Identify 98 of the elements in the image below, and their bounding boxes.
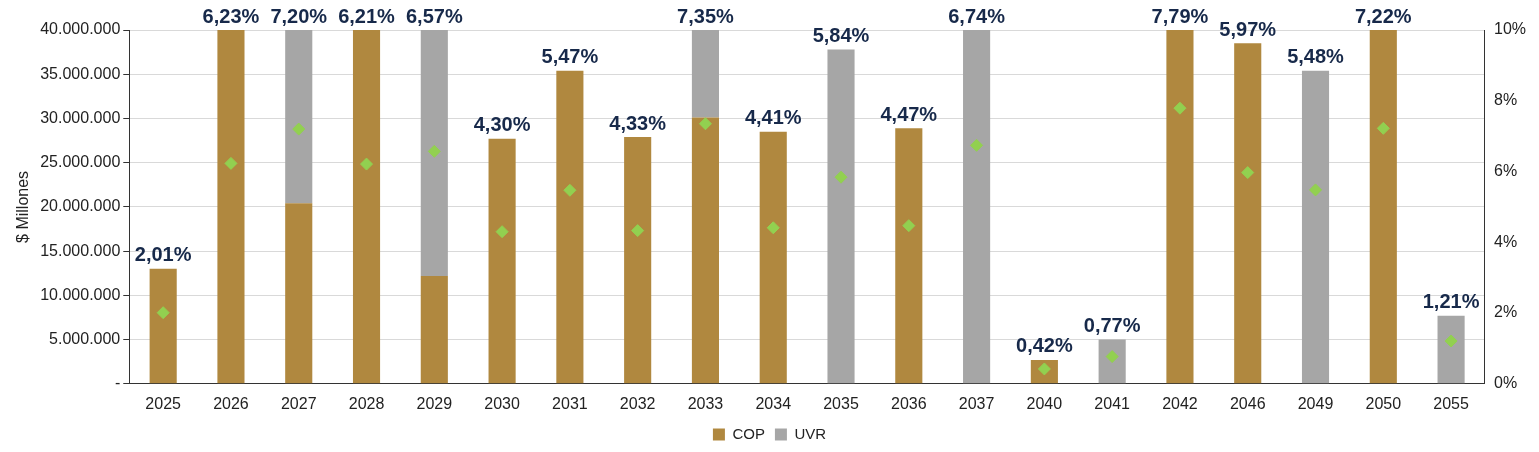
y-tick-label: 25.000.000	[40, 153, 121, 171]
legend-label: UVR	[794, 424, 827, 442]
y2-tick-label: 4%	[1493, 232, 1518, 250]
annotation: 4,47%	[880, 102, 938, 125]
point	[834, 170, 848, 184]
x-tick-label: 2031	[552, 394, 588, 412]
bar	[217, 30, 245, 384]
point	[292, 122, 306, 136]
bar	[624, 137, 652, 384]
annotation: 4,30%	[473, 113, 531, 136]
annotation: 7,35%	[677, 4, 735, 27]
y-axis-title: $ Millones	[14, 170, 32, 243]
y-tick-label: 30.000.000	[40, 108, 121, 126]
point	[495, 225, 509, 239]
x-tick-label: 2029	[416, 394, 453, 412]
x-tick-label: 2033	[687, 394, 724, 412]
point	[1173, 101, 1187, 115]
y-tick-label: 20.000.000	[40, 197, 121, 215]
y-tick-label: -	[114, 374, 121, 392]
x-tick-label: 2036	[891, 394, 927, 412]
annotation: 0,42%	[1016, 334, 1073, 357]
bar	[759, 131, 787, 384]
bar	[420, 275, 448, 384]
bar	[556, 70, 584, 384]
annotation: 7,22%	[1354, 4, 1412, 27]
x-tick-label: 2034	[755, 394, 792, 412]
annotation: 5,97%	[1219, 17, 1277, 40]
x-tick-label: 2040	[1026, 394, 1063, 412]
x-tick-label: 2027	[280, 394, 317, 412]
point	[563, 183, 577, 197]
point	[224, 156, 238, 170]
bar	[1437, 315, 1465, 384]
x-tick-label: 2037	[958, 394, 995, 412]
point	[631, 224, 645, 238]
point	[156, 306, 170, 320]
point	[1376, 121, 1390, 135]
x-tick-label: 2042	[1162, 394, 1198, 412]
annotation: 5,48%	[1287, 45, 1345, 68]
x-tick-label: 2028	[348, 394, 385, 412]
annotation: 1,21%	[1422, 290, 1480, 313]
x-tick-label: 2025	[145, 394, 182, 412]
point	[1241, 166, 1255, 180]
x-tick-label: 2032	[619, 394, 656, 412]
y-tick-label: 35.000.000	[40, 64, 121, 82]
bar	[691, 117, 720, 384]
bar	[1301, 70, 1330, 384]
legend-label: COP	[732, 424, 765, 442]
annotation: 5,47%	[541, 45, 599, 68]
annotation: 0,77%	[1083, 314, 1141, 337]
point	[1444, 334, 1458, 348]
x-tick-label: 2026	[213, 394, 249, 412]
bar	[149, 268, 177, 384]
y2-tick-label: 2%	[1493, 303, 1518, 321]
x-tick-label: 2046	[1229, 394, 1266, 412]
annotation: 6,21%	[338, 4, 396, 27]
bar	[1234, 43, 1262, 384]
y2-tick-label: 10%	[1493, 20, 1527, 38]
point	[1309, 183, 1323, 197]
y-tick-label: 10.000.000	[40, 285, 121, 303]
y-tick-label: 40.000.000	[40, 20, 121, 38]
y2-tick-label: 8%	[1493, 91, 1518, 109]
bar	[285, 30, 313, 204]
bar	[488, 138, 516, 384]
point	[766, 221, 780, 235]
annotation: 4,33%	[609, 111, 667, 134]
annotation: 7,79%	[1151, 4, 1209, 27]
x-tick-label: 2041	[1094, 394, 1131, 412]
point	[427, 144, 441, 158]
bar	[1369, 30, 1397, 384]
bar	[827, 49, 855, 384]
annotation: 2,01%	[134, 243, 192, 266]
annotation: 6,57%	[405, 4, 463, 27]
bar	[691, 30, 720, 118]
annotation: 7,20%	[270, 4, 328, 27]
x-tick-label: 2049	[1297, 394, 1334, 412]
x-tick-label: 2030	[484, 394, 520, 412]
point	[360, 157, 374, 171]
y-tick-label: 5.000.000	[49, 329, 121, 347]
x-tick-label: 2050	[1365, 394, 1402, 412]
y2-tick-label: 6%	[1493, 161, 1518, 179]
annotation: 6,74%	[948, 4, 1006, 27]
x-tick-label: 2035	[823, 394, 859, 412]
y2-tick-label: 0%	[1493, 374, 1518, 392]
bar	[420, 30, 448, 276]
x-tick-label: 2055	[1433, 394, 1469, 412]
bar	[1098, 339, 1126, 384]
annotation: 4,41%	[744, 106, 802, 129]
annotation: 6,23%	[202, 4, 260, 27]
bar	[1166, 30, 1194, 384]
y-tick-label: 15.000.000	[40, 241, 121, 259]
point	[970, 138, 984, 152]
annotation: 5,84%	[812, 23, 870, 46]
bar	[895, 128, 923, 384]
point	[902, 219, 916, 233]
bar	[352, 30, 381, 384]
point	[698, 117, 712, 131]
bar	[285, 203, 313, 384]
bar	[963, 30, 991, 384]
